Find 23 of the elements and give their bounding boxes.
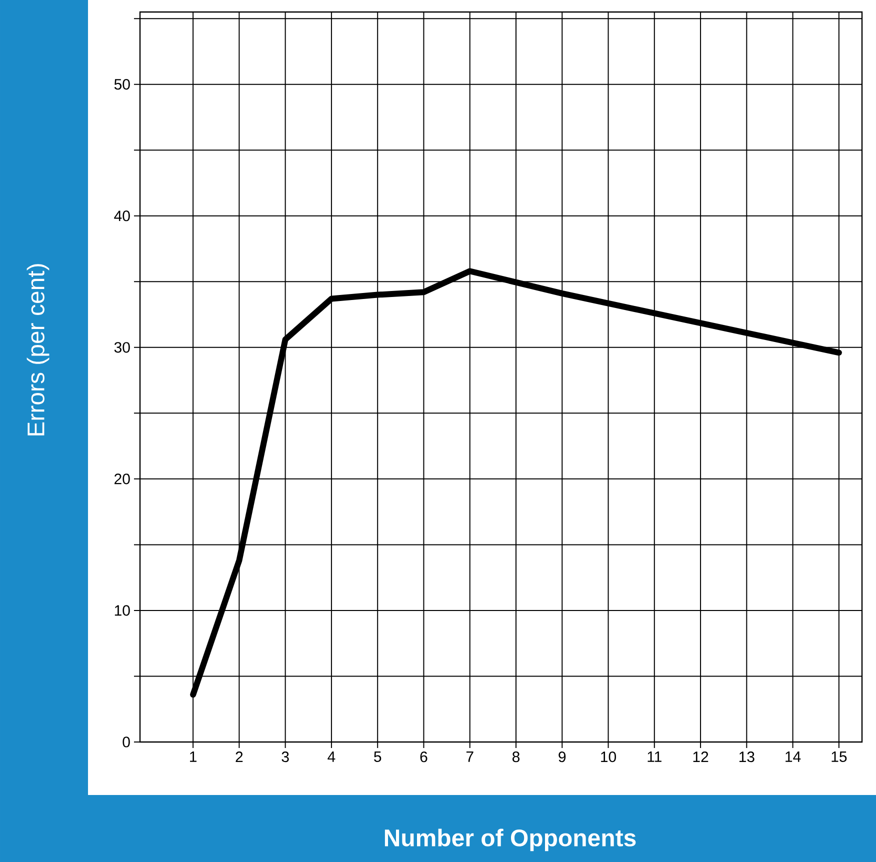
x-tick-label: 12 xyxy=(693,752,708,762)
x-tick-label: 7 xyxy=(466,752,474,762)
y-tick-label: 50 xyxy=(114,79,130,90)
x-tick-label: 1 xyxy=(190,752,196,762)
x-tick-label: 6 xyxy=(420,752,428,762)
x-tick-label: 14 xyxy=(786,752,801,762)
y-tick-label: 30 xyxy=(114,342,130,353)
x-tick-label: 9 xyxy=(558,752,566,762)
x-tick-label: 5 xyxy=(374,752,382,762)
y-axis-title: Errors (per cent) xyxy=(26,264,50,436)
x-tick-label: 3 xyxy=(282,752,289,762)
y-tick-label: 0 xyxy=(122,736,130,748)
y-tick-label: 10 xyxy=(114,605,130,616)
x-tick-label: 13 xyxy=(739,752,754,762)
y-tick-label: 20 xyxy=(114,474,130,484)
y-tick-label: 40 xyxy=(114,210,130,222)
x-tick-label: 15 xyxy=(832,752,847,762)
x-tick-label: 4 xyxy=(328,752,336,762)
x-tick-label: 11 xyxy=(648,752,662,762)
x-tick-label: 2 xyxy=(236,752,243,762)
x-tick-label: 8 xyxy=(512,752,520,762)
x-axis-title: Number of Opponents xyxy=(384,828,636,852)
x-tick-label: 10 xyxy=(601,752,616,762)
